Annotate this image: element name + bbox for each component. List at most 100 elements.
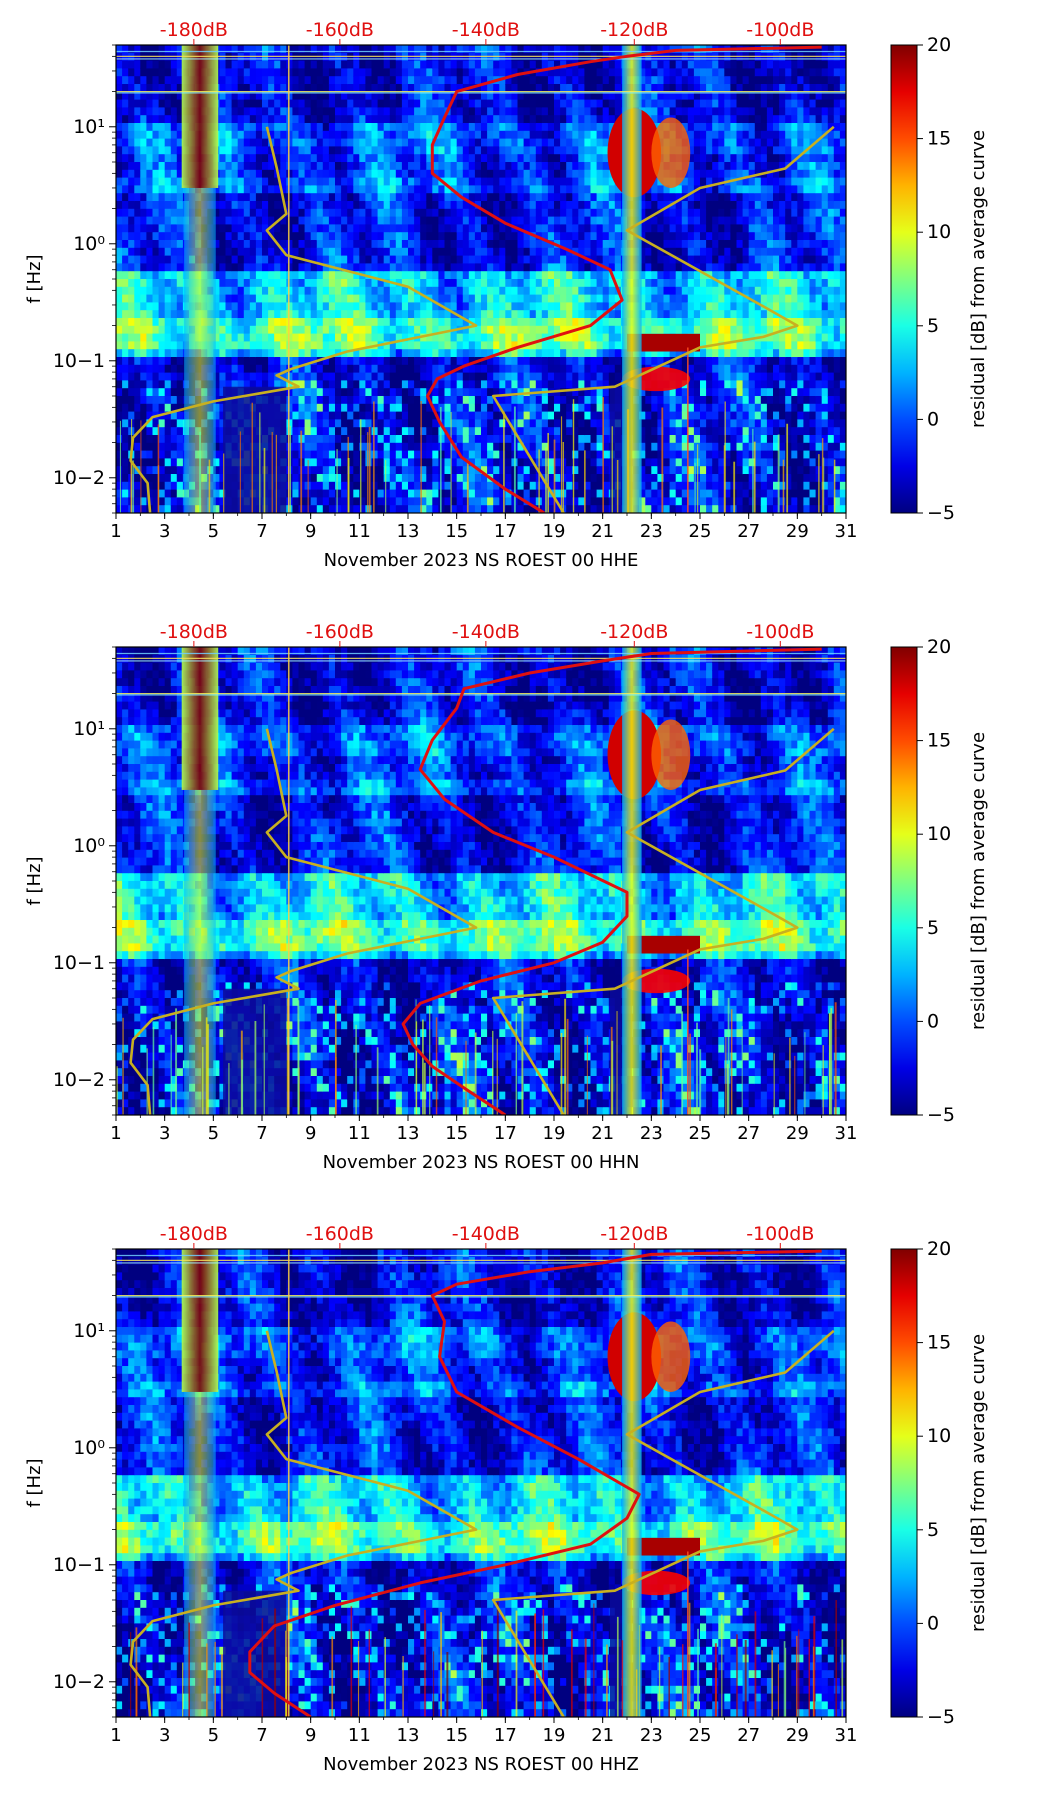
colorbar-tick-label: 20 <box>927 34 951 56</box>
x-tick-label: 29 <box>786 521 809 542</box>
y-axis-label: f [Hz] <box>24 856 45 905</box>
colorbar-label: residual [dB] from average curve <box>968 732 989 1030</box>
x-tick-label: 19 <box>543 521 566 542</box>
x-tick-label: 7 <box>256 521 267 542</box>
x-tick-label: 1 <box>110 1725 121 1746</box>
x-tick-label: 31 <box>835 1123 858 1144</box>
x-tick-label: 17 <box>494 1725 517 1746</box>
x-tick-label: 3 <box>159 521 170 542</box>
y-tick-label: 10⁰ <box>73 1437 105 1459</box>
x-tick-label: 27 <box>737 521 760 542</box>
low-noise-model-curve <box>129 1330 478 1717</box>
colorbar-label: residual [dB] from average curve <box>968 1334 989 1632</box>
top-db-tick-label: -160dB <box>306 621 374 643</box>
top-db-tick-label: -100dB <box>746 1223 814 1245</box>
x-tick-label: 13 <box>397 1725 420 1746</box>
x-tick-label: 25 <box>689 1123 712 1144</box>
x-tick-label: 23 <box>640 1725 663 1746</box>
average-curve <box>401 647 822 1115</box>
colorbar-tick-label: 10 <box>927 221 951 243</box>
x-tick-label: 21 <box>591 1123 614 1144</box>
colorbar-tick-label: 0 <box>927 1010 939 1032</box>
x-tick-label: 31 <box>835 521 858 542</box>
x-tick-label: 15 <box>445 1725 468 1746</box>
x-tick-label: 15 <box>445 521 468 542</box>
colorbar-tick-label: −5 <box>927 1104 955 1126</box>
y-tick-label: 10−2 <box>53 467 105 489</box>
colorbar-tick-label: 20 <box>927 1238 951 1260</box>
top-db-tick-label: -180dB <box>160 19 228 41</box>
x-tick-label: 15 <box>445 1123 468 1144</box>
x-tick-label: 21 <box>591 1725 614 1746</box>
top-db-tick-label: -140dB <box>452 19 520 41</box>
colorbar-label: residual [dB] from average curve <box>968 130 989 428</box>
spectrogram-image <box>116 45 846 513</box>
colorbar-tick-label: 5 <box>927 315 939 337</box>
x-tick-label: 19 <box>543 1725 566 1746</box>
x-tick-label: 23 <box>640 521 663 542</box>
x-tick-label: 29 <box>786 1725 809 1746</box>
top-db-tick-label: -100dB <box>746 19 814 41</box>
y-tick-label: 10¹ <box>73 1320 105 1342</box>
average-curve <box>426 45 822 513</box>
y-tick-label: 10−2 <box>53 1671 105 1693</box>
colorbar-tick-label: −5 <box>927 502 955 524</box>
colorbar-tick-label: 5 <box>927 1519 939 1541</box>
colorbar-tick-label: 0 <box>927 408 939 430</box>
colorbar-tick-label: 15 <box>927 730 951 752</box>
colorbar-tick-label: 10 <box>927 1425 951 1447</box>
colorbar-tick-label: −5 <box>927 1706 955 1728</box>
x-tick-label: 3 <box>159 1123 170 1144</box>
top-db-tick-label: -180dB <box>160 621 228 643</box>
x-tick-label: 31 <box>835 1725 858 1746</box>
top-db-tick-label: -160dB <box>306 1223 374 1245</box>
y-tick-label: 10−1 <box>53 350 105 372</box>
colorbar-tick-label: 10 <box>927 823 951 845</box>
x-axis-label: November 2023 NS ROEST 00 HHZ <box>323 1754 639 1775</box>
x-tick-label: 29 <box>786 1123 809 1144</box>
y-tick-label: 10−1 <box>53 952 105 974</box>
x-tick-label: 25 <box>689 521 712 542</box>
x-tick-label: 9 <box>305 1123 316 1144</box>
x-tick-label: 5 <box>208 1725 219 1746</box>
colorbar: −5 0 5 10 15 20 residual [dB] from average cur… <box>890 1238 989 1728</box>
spectrogram-image <box>116 647 846 1115</box>
y-axis-label: f [Hz] <box>24 254 45 303</box>
colorbar-tick-label: 20 <box>927 636 951 658</box>
x-tick-label: 7 <box>256 1123 267 1144</box>
low-noise-model-curve <box>129 728 478 1115</box>
x-tick-label: 11 <box>348 1123 371 1144</box>
x-tick-label: 13 <box>397 1123 420 1144</box>
top-db-tick-label: -140dB <box>452 621 520 643</box>
x-tick-label: 7 <box>256 1725 267 1746</box>
high-noise-model-curve <box>491 1329 835 1717</box>
colorbar: −5 0 5 10 15 20 residual [dB] from average cur… <box>890 636 989 1126</box>
x-tick-label: 13 <box>397 521 420 542</box>
y-tick-label: 10¹ <box>73 718 105 740</box>
colorbar-tick-label: 5 <box>927 917 939 939</box>
colorbar-tick-label: 15 <box>927 128 951 150</box>
y-tick-label: 10−1 <box>53 1554 105 1576</box>
x-tick-label: 17 <box>494 521 517 542</box>
x-tick-label: 3 <box>159 1725 170 1746</box>
top-db-tick-label: -140dB <box>452 1223 520 1245</box>
top-db-tick-label: -120dB <box>600 19 668 41</box>
colorbar-tick-label: 0 <box>927 1612 939 1634</box>
colorbar: −5 0 5 10 15 20 residual [dB] from average cur… <box>890 34 989 524</box>
top-db-tick-label: -120dB <box>600 1223 668 1245</box>
x-tick-label: 5 <box>208 1123 219 1144</box>
x-tick-label: 9 <box>305 521 316 542</box>
x-axis-label: November 2023 NS ROEST 00 HHN <box>323 1152 640 1173</box>
high-noise-model-curve <box>491 727 835 1115</box>
y-tick-label: 10⁰ <box>73 835 105 857</box>
x-tick-label: 11 <box>348 1725 371 1746</box>
top-db-tick-label: -100dB <box>746 621 814 643</box>
y-tick-label: 10−2 <box>53 1069 105 1091</box>
y-tick-label: 10¹ <box>73 116 105 138</box>
average-curve <box>248 1249 822 1717</box>
spectrogram-image <box>116 1249 846 1717</box>
